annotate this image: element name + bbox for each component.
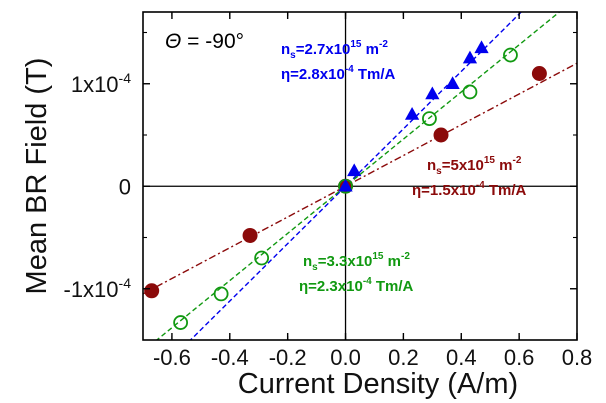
fit-line-series-0 — [189, 12, 523, 340]
y-tick-label-0: -1x10-4 — [64, 275, 132, 302]
data-point-green-1 — [213, 286, 229, 302]
theta-label: Θ = -90° — [165, 30, 244, 53]
annotation-green-line1: ns=3.3x1015 m-2 — [303, 251, 410, 273]
data-point-blue-5 — [462, 50, 478, 64]
x-tick-label-3: 0.0 — [330, 345, 361, 370]
data-point-blue-0 — [338, 178, 353, 192]
annotation-darkred-line2: η=1.5x10-4 Tm/A — [412, 180, 527, 199]
x-tick-label-0: -0.6 — [153, 345, 191, 370]
theta-value: = -90° — [181, 30, 244, 53]
annotation-blue-line2: η=2.8x10-4 Tm/A — [281, 64, 396, 83]
data-point-green-2 — [254, 250, 270, 266]
tick-marks — [143, 12, 578, 340]
data-points — [144, 40, 547, 330]
x-tick-label-7: 0.8 — [562, 345, 593, 370]
x-tick-label-1: -0.4 — [211, 345, 249, 370]
tick-labels: -0.6 -0.4 -0.2 0.0 0.2 0.4 0.6 0.8 -1x10-4 0 1x10-… — [64, 70, 593, 370]
data-point-green-4 — [422, 111, 437, 126]
annotation-darkred-line1: ns=5x1015 m-2 — [427, 155, 522, 177]
series-annotation-green: ns=3.3x1015 m-2 η=2.3x10-4 Tm/A — [299, 251, 414, 295]
annotation-blue-line1: ns=2.7x1015 m-2 — [281, 39, 388, 61]
data-point-green-5 — [462, 84, 478, 100]
x-axis-title: Current Density (A/m) — [238, 368, 518, 400]
data-point-blue-4 — [445, 76, 460, 89]
y-tick-label-1: 0 — [119, 174, 131, 199]
x-tick-label-2: -0.2 — [269, 345, 307, 370]
annotation-green-line2: η=2.3x10-4 Tm/A — [299, 276, 414, 295]
data-point-darkred-0 — [144, 283, 160, 299]
data-point-darkred-1 — [242, 227, 258, 243]
plot-border — [142, 11, 578, 341]
y-tick-label-2: 1x10-4 — [71, 70, 131, 97]
data-point-darkred-3 — [433, 127, 449, 143]
x-tick-label-5: 0.4 — [446, 345, 477, 370]
data-point-darkred-4 — [531, 66, 547, 81]
series-annotation-darkred: ns=5x1015 m-2 η=1.5x10-4 Tm/A — [412, 155, 527, 199]
x-tick-label-4: 0.2 — [388, 345, 419, 370]
data-point-blue-6 — [474, 40, 489, 54]
y-axis-title: Mean BR Field (T) — [21, 58, 53, 295]
series-annotation-blue: ns=2.7x1015 m-2 η=2.8x10-4 Tm/A — [281, 39, 396, 83]
x-tick-label-6: 0.6 — [504, 345, 535, 370]
data-point-blue-3 — [425, 86, 440, 100]
reference-lines — [143, 12, 577, 340]
fit-line-series-2 — [143, 62, 577, 295]
theta-symbol: Θ — [165, 30, 181, 53]
data-point-blue-1 — [347, 163, 362, 177]
data-point-green-6 — [503, 47, 518, 63]
data-point-green-0 — [173, 315, 189, 330]
data-point-blue-2 — [404, 107, 420, 120]
plot-frame — [142, 11, 578, 341]
